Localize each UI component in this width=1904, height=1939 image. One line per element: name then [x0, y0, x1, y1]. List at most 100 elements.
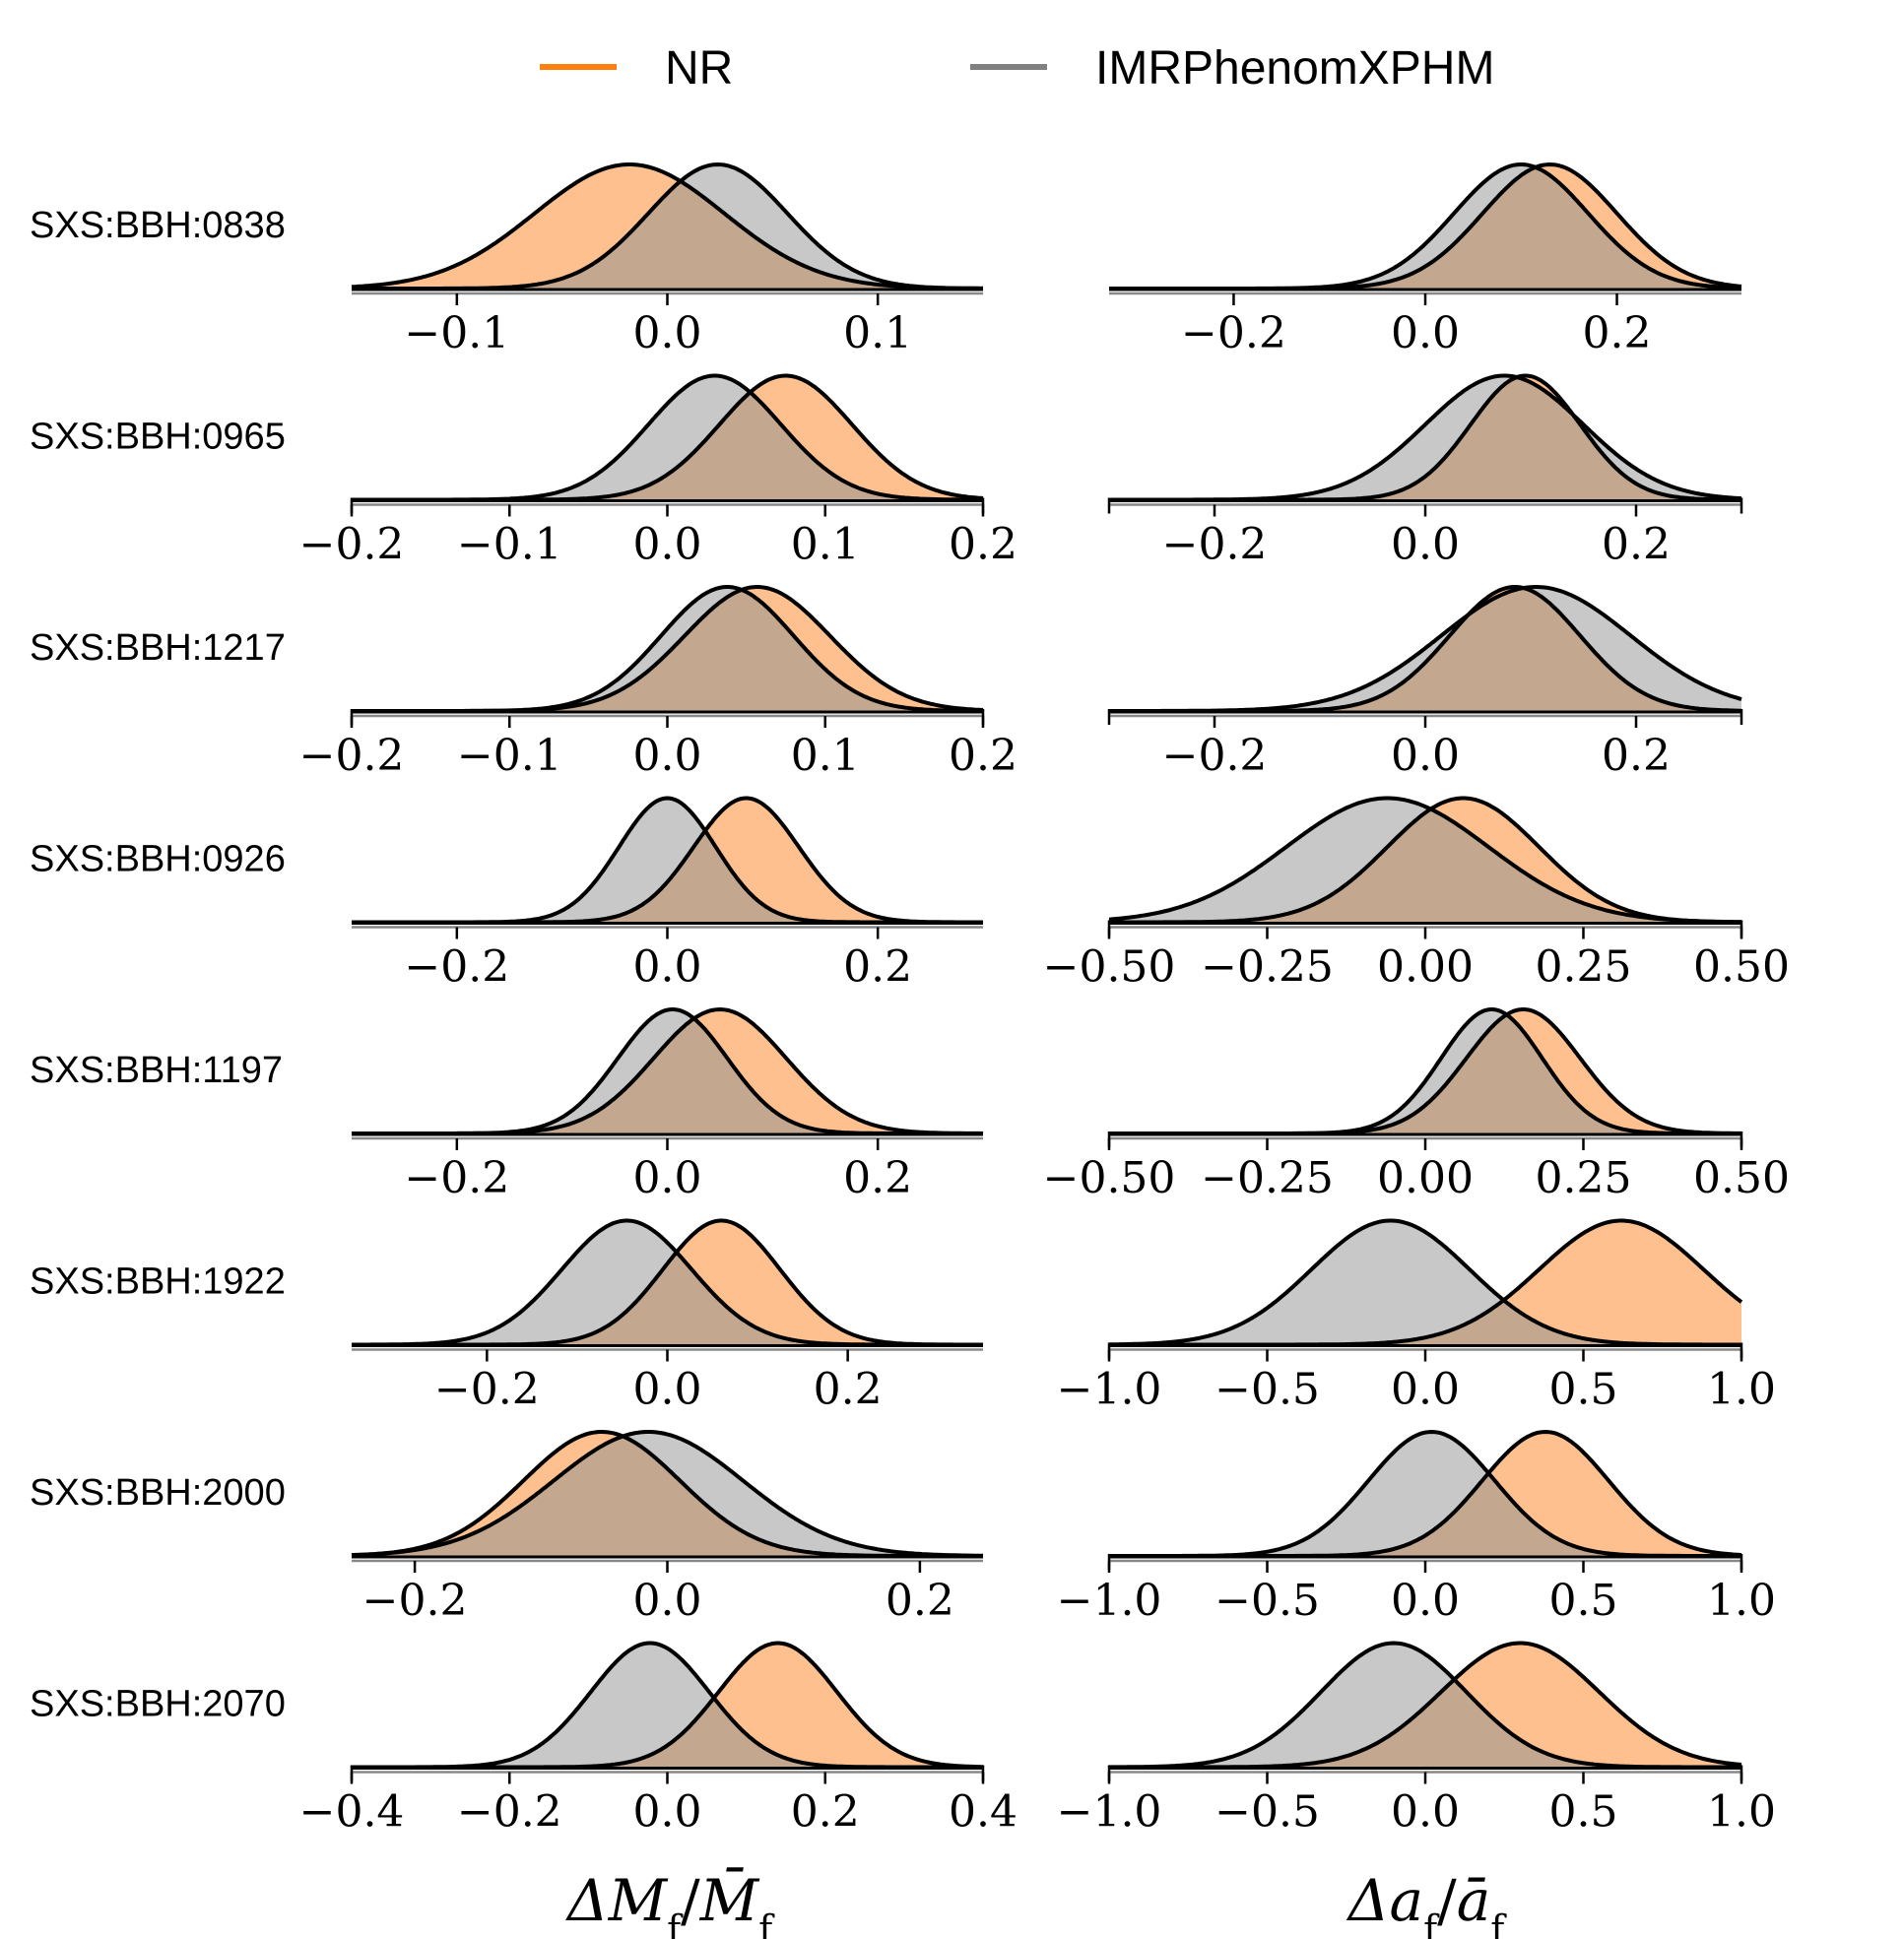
panel-spin: −0.2 0.0 0.2	[1107, 585, 1743, 781]
x-tick-label: 0.25	[1536, 942, 1632, 993]
density-curve-imrphenomxphm	[1109, 1218, 1741, 1347]
x-tick-label: 0.0	[1391, 1365, 1460, 1415]
panel-spin: −0.2 0.0 0.2	[1107, 373, 1743, 570]
row-label: SXS:BBH:1922	[30, 1261, 286, 1303]
row-label: SXS:BBH:1197	[30, 1050, 283, 1091]
x-axis-title-spin-sub: f	[1423, 1907, 1440, 1939]
x-tick-label: −0.25	[1201, 942, 1334, 993]
row-sxs-bbh-2000: SXS:BBH:2000 −0.2 0.0 0.2 −1.0 −0.5 0.0 0.5 1.0	[30, 1429, 1776, 1626]
x-tick-label: −0.4	[299, 1787, 405, 1838]
x-tick-label: 0.1	[843, 308, 912, 358]
x-tick-label: 0.2	[949, 731, 1018, 781]
density-area-nr	[1109, 1009, 1741, 1133]
x-tick-label: 0.0	[633, 942, 702, 993]
x-tick-label: −0.1	[404, 308, 509, 358]
x-tick-label: 0.2	[886, 1576, 954, 1626]
x-tick-label: −0.25	[1201, 1153, 1334, 1203]
x-axis-title-mass-sub: f	[667, 1907, 684, 1939]
x-tick-label: 0.0	[1391, 308, 1460, 358]
x-tick-label: 0.2	[1583, 308, 1652, 358]
x-axis-title-spin-lead: Δa	[1346, 1867, 1423, 1934]
panel-spin: −1.0 −0.5 0.0 0.5 1.0	[1057, 1218, 1776, 1415]
x-tick-label: 0.2	[949, 520, 1018, 570]
x-tick-label: −0.2	[1181, 308, 1286, 358]
x-tick-label: −0.50	[1043, 942, 1176, 993]
row-label: SXS:BBH:2070	[30, 1684, 286, 1725]
x-tick-label: 0.5	[1549, 1787, 1618, 1838]
legend: NR IMRPhenomXPHM	[540, 42, 1494, 95]
x-tick-label: 0.5	[1549, 1365, 1618, 1415]
panel-mass: −0.2 0.0 0.2	[351, 1430, 984, 1626]
x-axis-title-spin-bar: ā	[1457, 1867, 1491, 1934]
row-label: SXS:BBH:0838	[30, 205, 286, 246]
density-overlap-area	[1109, 588, 1741, 711]
x-axis-title-mass: ΔMf/M̄f	[565, 1866, 775, 1939]
x-tick-label: −1.0	[1057, 1787, 1162, 1838]
x-tick-label: 0.2	[1602, 731, 1671, 781]
legend-label-imrphenomxphm: IMRPhenomXPHM	[1095, 42, 1494, 95]
panel-spin: −0.50 −0.25 0.00 0.25 0.50	[1043, 796, 1790, 993]
x-tick-label: −0.2	[299, 520, 405, 570]
x-axis-title-spin: Δaf/āf	[1346, 1867, 1508, 1939]
x-tick-label: 0.4	[949, 1787, 1018, 1838]
density-overlap-area	[1109, 809, 1741, 923]
density-area-nr	[352, 1643, 983, 1768]
density-overlap-area	[352, 1018, 983, 1133]
x-tick-label: 1.0	[1707, 1576, 1776, 1626]
x-tick-label: −0.2	[1162, 731, 1268, 781]
row-sxs-bbh-0965: SXS:BBH:0965 −0.2 −0.1 0.0 0.1 0.2 −0.2 0.0 0.2	[30, 373, 1743, 570]
density-curve-nr	[1109, 796, 1741, 925]
x-tick-label: 0.5	[1549, 1576, 1618, 1626]
x-tick-label: 0.1	[791, 731, 860, 781]
x-tick-label: −0.5	[1215, 1365, 1320, 1415]
density-area-imrphenomxphm	[1109, 1432, 1741, 1556]
row-sxs-bbh-1217: SXS:BBH:1217 −0.2 −0.1 0.0 0.1 0.2 −0.2 0.0 0.2	[30, 585, 1743, 781]
panel-spin: −1.0 −0.5 0.0 0.5 1.0	[1057, 1429, 1776, 1626]
density-area-nr	[1109, 1432, 1741, 1556]
x-tick-label: 0.2	[843, 1153, 912, 1203]
x-tick-label: 0.2	[791, 1787, 860, 1838]
panel-mass: −0.1 0.0 0.1	[351, 162, 983, 358]
x-tick-label: 0.0	[1391, 1576, 1460, 1626]
x-tick-label: −0.5	[1215, 1787, 1320, 1838]
x-axis-title-mass-lead: ΔM	[565, 1867, 669, 1934]
panel-mass: −0.2 0.0 0.2	[352, 1218, 983, 1415]
x-tick-label: 0.0	[1391, 520, 1460, 570]
density-overlap-area	[352, 830, 983, 923]
density-curve-nr	[351, 162, 983, 291]
x-tick-label: 0.00	[1377, 1153, 1474, 1203]
density-area-imrphenomxphm	[352, 375, 983, 500]
x-tick-label: −0.1	[457, 731, 562, 781]
density-curve-imrphenomxphm	[351, 1430, 984, 1558]
density-overlap-area	[352, 1253, 983, 1345]
row-label: SXS:BBH:2000	[30, 1472, 286, 1514]
panel-mass: −0.2 0.0 0.2	[352, 796, 983, 993]
x-axis-title-spin-sep: /	[1437, 1867, 1457, 1934]
x-tick-label: 0.0	[633, 1576, 702, 1626]
density-overlap-area	[1109, 1473, 1741, 1556]
row-sxs-bbh-0926: SXS:BBH:0926 −0.2 0.0 0.2 −0.50 −0.25 0.00 0.25…	[30, 796, 1790, 993]
x-tick-label: 0.2	[1602, 520, 1671, 570]
density-area-nr	[1109, 1220, 1741, 1345]
x-axis-title-mass-sub2: f	[758, 1907, 775, 1939]
x-tick-label: 0.0	[633, 1787, 702, 1838]
panel-mass: −0.4 −0.2 0.0 0.2 0.4	[299, 1641, 1018, 1838]
x-tick-label: 0.2	[843, 942, 912, 993]
x-tick-label: 0.0	[633, 731, 702, 781]
x-tick-label: −0.1	[457, 520, 562, 570]
x-tick-label: 0.25	[1536, 1153, 1632, 1203]
x-tick-label: 1.0	[1707, 1787, 1776, 1838]
x-tick-label: −0.50	[1043, 1153, 1176, 1203]
x-axis-title-mass-sep: /	[681, 1867, 700, 1934]
density-overlap-area	[352, 393, 983, 500]
x-tick-label: 0.00	[1377, 942, 1474, 993]
row-label: SXS:BBH:0926	[30, 839, 286, 880]
panels: SXS:BBH:0838−0.1 0.0 0.1 −0.2 0.0 0.2SXS:BBH:…	[30, 162, 1790, 1838]
x-tick-label: −0.2	[404, 942, 509, 993]
x-tick-label: 0.0	[633, 308, 702, 358]
x-tick-label: 0.0	[633, 520, 702, 570]
row-sxs-bbh-1197: SXS:BBH:1197 −0.2 0.0 0.2 −0.50 −0.25 0.00 0.25…	[30, 1006, 1790, 1203]
x-tick-label: −0.2	[434, 1365, 540, 1415]
density-overlap-area	[352, 1436, 983, 1556]
